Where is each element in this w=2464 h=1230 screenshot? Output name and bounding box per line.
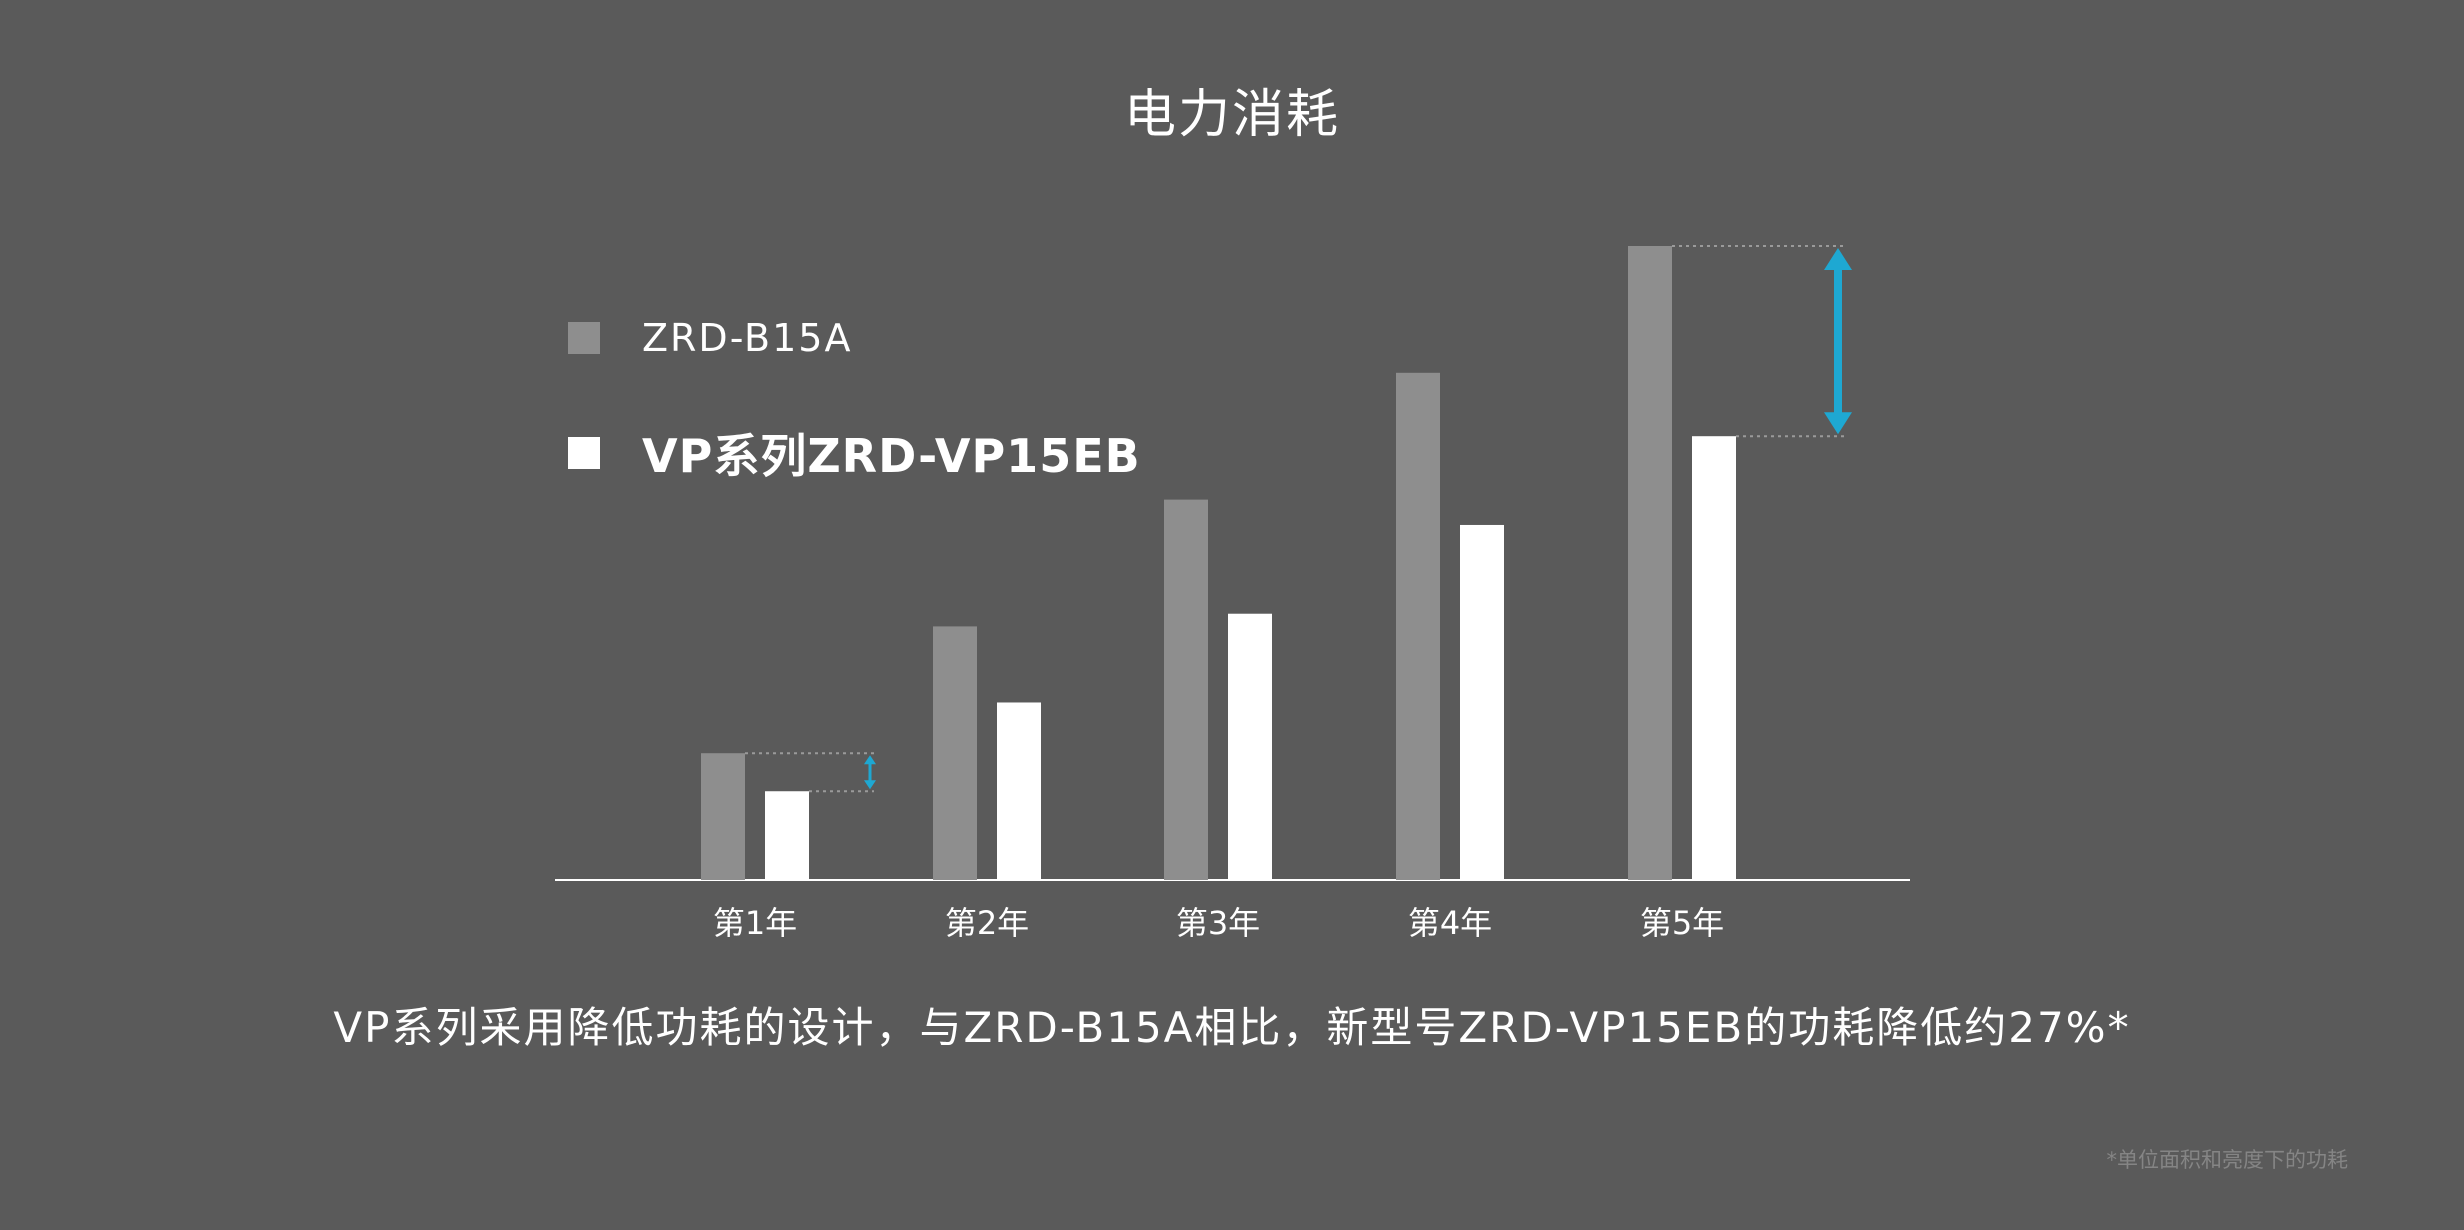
x-tick-label-1: 第1年 xyxy=(713,904,797,942)
chart-title: 电力消耗 xyxy=(1123,85,1340,145)
bar-old-4 xyxy=(1396,372,1440,880)
bar-old-1 xyxy=(701,753,745,880)
bar-old-3 xyxy=(1164,499,1208,880)
legend-swatch-new xyxy=(568,437,600,469)
legend-swatch-old xyxy=(568,322,600,354)
x-tick-label-5: 第5年 xyxy=(1640,904,1724,942)
difference-arrow-5-head-up xyxy=(1824,248,1852,270)
bar-new-5 xyxy=(1692,436,1736,880)
bar-new-3 xyxy=(1228,613,1272,880)
legend-label-old: ZRD-B15A xyxy=(642,316,853,360)
legend-label-new: VP系列ZRD-VP15EB xyxy=(642,429,1141,483)
bar-new-2 xyxy=(997,702,1041,880)
caption-text: VP系列采用降低功耗的设计，与ZRD-B15A相比，新型号ZRD-VP15EB的… xyxy=(333,1003,2131,1052)
x-tick-label-2: 第2年 xyxy=(945,904,1029,942)
bar-new-4 xyxy=(1460,524,1504,880)
bar-old-2 xyxy=(933,626,977,880)
difference-arrow-1-head-up xyxy=(864,755,876,765)
bar-old-5 xyxy=(1628,246,1672,880)
x-tick-label-4: 第4年 xyxy=(1408,904,1492,942)
difference-arrow-5-head-down xyxy=(1824,412,1852,435)
difference-arrow-1-head-down xyxy=(864,780,876,790)
legend-item-old: ZRD-B15A xyxy=(568,316,852,360)
x-tick-label-3: 第3年 xyxy=(1176,904,1260,942)
footnote-text: *单位面积和亮度下的功耗 xyxy=(2106,1148,2349,1172)
bar-new-1 xyxy=(765,791,809,880)
legend-item-new: VP系列ZRD-VP15EB xyxy=(568,420,1141,486)
